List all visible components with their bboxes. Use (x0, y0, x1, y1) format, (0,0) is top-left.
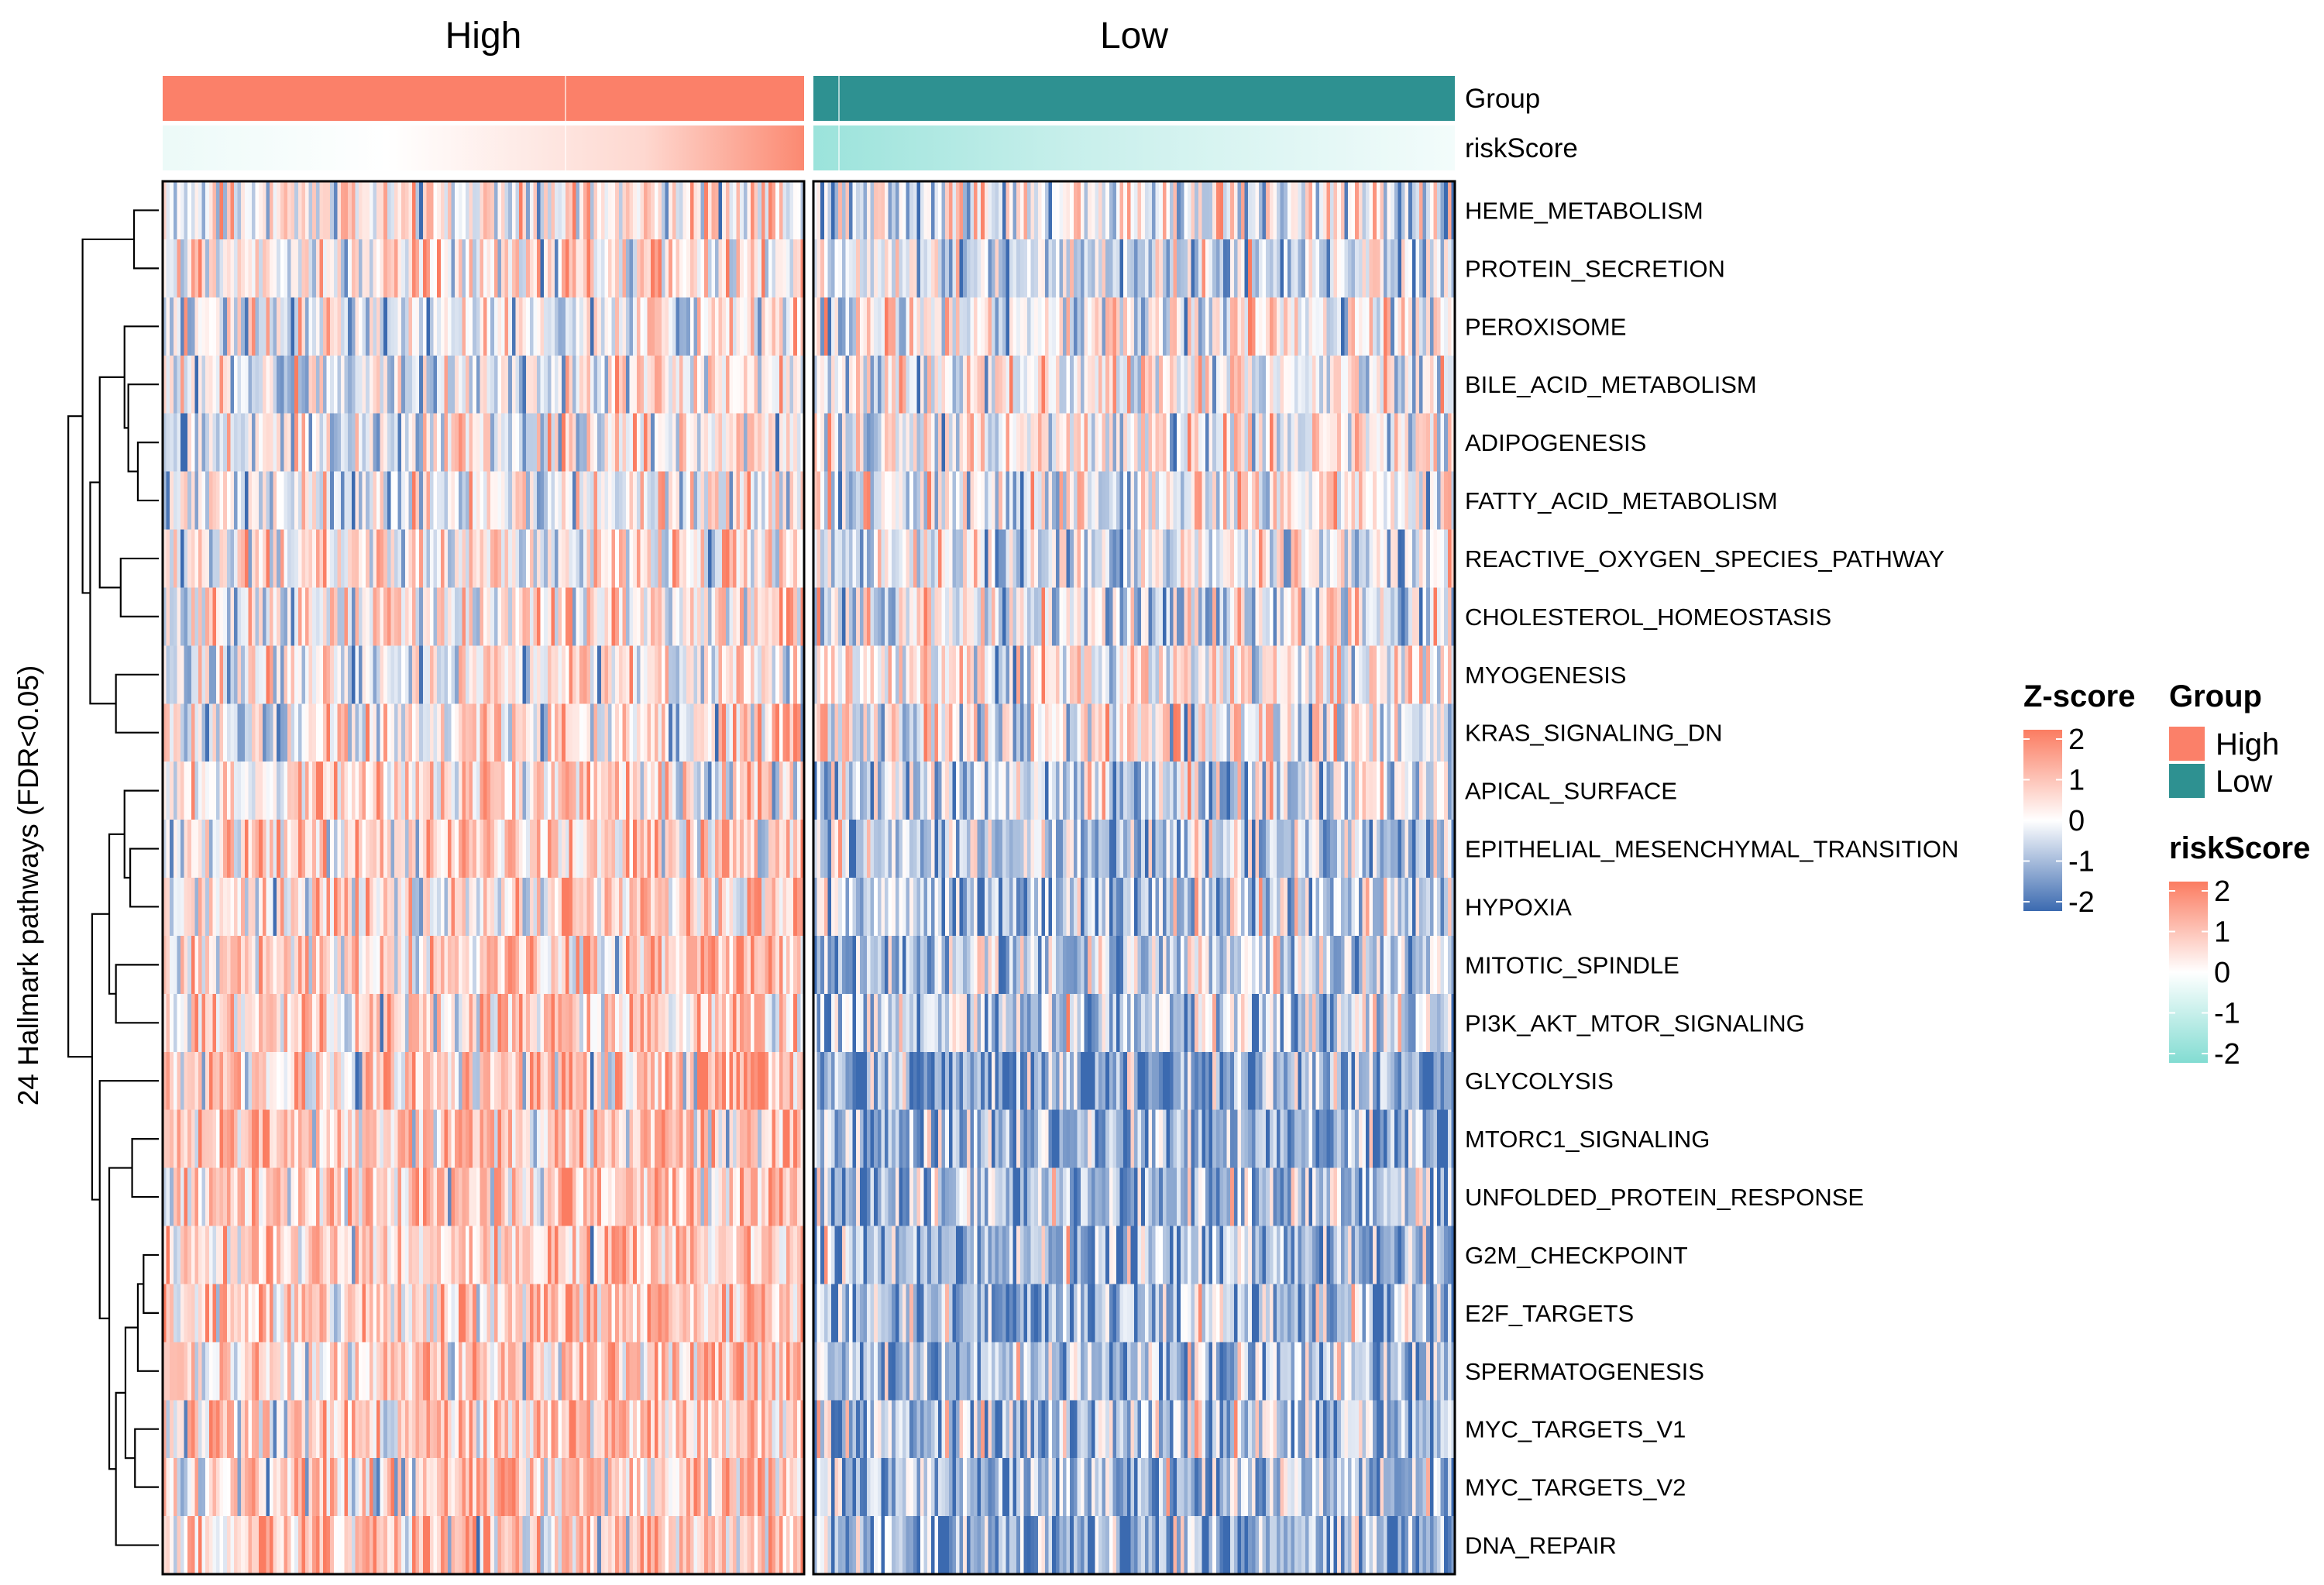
group-legend-label-low: Low (2216, 765, 2272, 799)
riskscore-legend-tick: 1 (2214, 916, 2230, 949)
split-title-low: Low (1100, 15, 1168, 57)
group-legend-title: Group (2169, 679, 2262, 713)
row-label: MYC_TARGETS_V2 (1465, 1474, 1686, 1501)
row-label: PI3K_AKT_MTOR_SIGNALING (1465, 1009, 1805, 1037)
column-split-titles: High Low (445, 15, 1169, 57)
zscore-legend-title: Z-score (2023, 679, 2136, 713)
zscore-legend-tick: 0 (2068, 805, 2085, 837)
dendrogram-branch (89, 481, 116, 705)
dendrogram-branch (129, 848, 159, 908)
group-legend-swatch-low (2169, 764, 2205, 798)
riskscore-legend-tick: 0 (2214, 957, 2230, 989)
row-label: G2M_CHECKPOINT (1465, 1242, 1688, 1269)
row-label: GLYCOLYSIS (1465, 1068, 1614, 1095)
dendrogram-branch (115, 1391, 159, 1546)
row-label: MYC_TARGETS_V1 (1465, 1416, 1686, 1443)
row-label: E2F_TARGETS (1465, 1300, 1634, 1327)
dendrogram-branch (134, 1428, 159, 1488)
dendrogram-branch (124, 1326, 138, 1460)
dendrogram-branch (98, 376, 125, 589)
row-label: EPITHELIAL_MESENCHYMAL_TRANSITION (1465, 836, 1958, 863)
row-label: DNA_REPAIR (1465, 1532, 1617, 1559)
zscore-legend-tick: -2 (2068, 886, 2095, 919)
group-annotation-low (813, 76, 1455, 121)
y-axis-label: 24 Hallmark pathways (FDR<0.05) (12, 665, 44, 1106)
riskscore-legend-colorbar (2169, 882, 2208, 1063)
row-labels: HEME_METABOLISM PROTEIN_SECRETION PEROXISO… (1465, 197, 1958, 1559)
heatmap-cells-high (163, 181, 804, 1574)
riskscore-annotation-high (163, 125, 804, 170)
row-label: SPERMATOGENESIS (1465, 1358, 1704, 1385)
row-label: APICAL_SURFACE (1465, 778, 1677, 805)
dendrogram-branch (127, 383, 159, 473)
riskscore-annotation-low (813, 125, 1455, 170)
dendrogram-branch (108, 1167, 132, 1470)
dendrogram-branch (131, 1138, 159, 1198)
row-label: UNFOLDED_PROTEIN_RESPONSE (1465, 1184, 1864, 1211)
dendrogram-branch (123, 325, 159, 429)
row-label: HEME_METABOLISM (1465, 197, 1703, 224)
zscore-legend-colorbar (2023, 730, 2062, 911)
row-label: FATTY_ACID_METABOLISM (1465, 487, 1778, 514)
annotation-label-group: Group (1465, 84, 1540, 114)
row-label: HYPOXIA (1465, 893, 1572, 920)
dendrogram-branch (136, 1283, 159, 1372)
row-label: CHOLESTEROL_HOMEOSTASIS (1465, 603, 1831, 631)
riskscore-legend-tick: 2 (2214, 875, 2230, 908)
row-label: BILE_ACID_METABOLISM (1465, 371, 1757, 398)
row-label: PEROXISOME (1465, 313, 1626, 340)
row-dendrogram (67, 209, 159, 1546)
annotation-label-riskscore: riskScore (1465, 133, 1578, 163)
dendrogram-branch (136, 442, 159, 502)
row-label: MTORC1_SIGNALING (1465, 1126, 1710, 1153)
riskscore-legend-title: riskScore (2169, 831, 2310, 865)
zscore-legend-tick: 1 (2068, 765, 2085, 797)
row-label: PROTEIN_SECRETION (1465, 255, 1725, 282)
group-annotation-high (163, 76, 804, 121)
zscore-legend-tick: -1 (2068, 846, 2095, 878)
heatmap-body (161, 180, 1456, 1576)
heatmap-border-low (812, 180, 1456, 1576)
riskscore-legend-tick: -2 (2214, 1038, 2240, 1071)
dendrogram-branch (143, 1253, 159, 1314)
row-label: MITOTIC_SPINDLE (1465, 951, 1679, 978)
group-legend-swatch-high (2169, 727, 2205, 761)
row-label: ADIPOGENESIS (1465, 429, 1646, 456)
dendrogram-branch (115, 673, 159, 734)
heatmap-border-high (161, 180, 806, 1576)
split-title-high: High (445, 15, 522, 57)
group-legend-label-high: High (2216, 727, 2279, 762)
dendrogram-branch (119, 557, 159, 617)
riskscore-legend-tick: -1 (2214, 998, 2240, 1030)
zscore-legend-tick: 2 (2068, 724, 2085, 756)
row-label: MYOGENESIS (1465, 662, 1626, 689)
column-annotations: Group riskScore (163, 76, 1578, 170)
heatmap-cells-low (813, 181, 1455, 1574)
dendrogram-branch (115, 964, 159, 1024)
dendrogram-branch (132, 209, 159, 270)
dendrogram-branch (108, 833, 125, 995)
row-label: KRAS_SIGNALING_DN (1465, 720, 1723, 747)
row-label: REACTIVE_OXYGEN_SPECIES_PATHWAY (1465, 545, 1944, 572)
dendrogram-branch (91, 913, 110, 1201)
dendrogram-branch (67, 415, 92, 1058)
